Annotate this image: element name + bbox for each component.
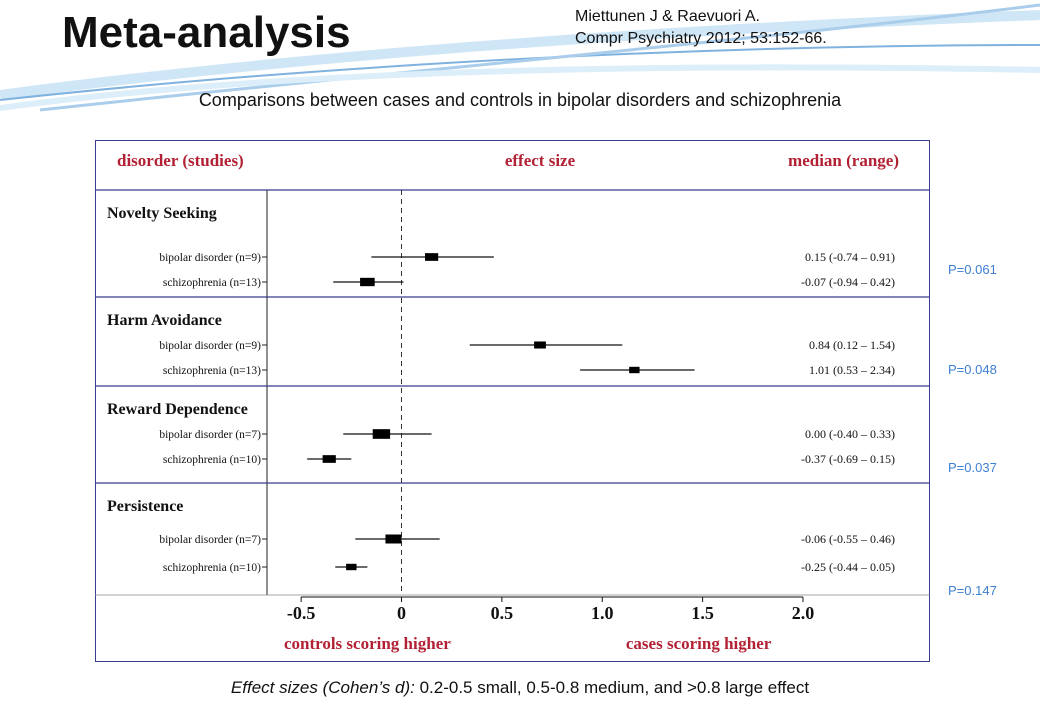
point-estimate: [385, 534, 402, 544]
effect-size-note-label: Effect sizes (Cohen’s d):: [230, 678, 415, 697]
effect-size-note: Effect sizes (Cohen’s d): 0.2-0.5 small,…: [0, 678, 1040, 698]
median-range-text: -0.07 (-0.94 – 0.42): [801, 275, 895, 289]
group-title-novelty-seeking: Novelty Seeking: [107, 205, 217, 222]
point-estimate: [534, 341, 546, 349]
point-estimate: [629, 366, 640, 374]
row-label: bipolar disorder (n=7): [159, 429, 261, 441]
forest-plot: disorder (studies) effect size median (ran…: [95, 140, 930, 662]
point-estimate: [360, 277, 375, 287]
x-tick-label: 0: [397, 603, 406, 623]
point-estimate: [372, 429, 391, 439]
median-range-text: -0.25 (-0.44 – 0.05): [801, 560, 895, 574]
header-disorder-studies: disorder (studies): [117, 151, 244, 170]
row-label: schizophrenia (n=10): [163, 562, 261, 574]
x-tick-label: 2.0: [792, 603, 815, 623]
x-label-controls-scoring-higher: controls scoring higher: [284, 634, 451, 653]
header-swoosh-decoration: [0, 3, 1040, 115]
median-range-text: -0.37 (-0.69 – 0.15): [801, 452, 895, 466]
median-range-text: 1.01 (0.53 – 2.34): [809, 363, 895, 377]
p-value-novelty-seeking: P=0.061: [948, 262, 997, 277]
chart-frame: [95, 140, 930, 662]
effect-size-note-text: 0.2-0.5 small, 0.5-0.8 medium, and >0.8 …: [414, 678, 810, 697]
row-label: schizophrenia (n=13): [163, 277, 261, 289]
x-tick-label: -0.5: [287, 603, 316, 623]
median-range-text: 0.84 (0.12 – 1.54): [809, 338, 895, 352]
citation-journal: Compr Psychiatry 2012; 53:152-66.: [575, 30, 827, 47]
x-tick-label: 0.5: [491, 603, 513, 623]
slide-subtitle: Comparisons between cases and controls i…: [198, 90, 842, 110]
row-label: bipolar disorder (n=9): [159, 252, 261, 264]
header-effect-size: effect size: [505, 151, 576, 170]
median-range-text: 0.00 (-0.40 – 0.33): [805, 427, 895, 441]
p-value-harm-avoidance: P=0.048: [948, 362, 997, 377]
header-median-range: median (range): [788, 151, 899, 170]
p-value-persistence: P=0.147: [948, 583, 997, 598]
x-tick-label: 1.0: [591, 603, 614, 623]
group-title-reward-dependence: Reward Dependence: [107, 401, 248, 418]
p-value-reward-dependence: P=0.037: [948, 460, 997, 475]
point-estimate: [322, 455, 336, 463]
point-estimate: [346, 563, 357, 571]
row-label: schizophrenia (n=10): [163, 454, 261, 466]
slide-title: Meta-analysis: [62, 8, 351, 57]
row-label: bipolar disorder (n=7): [159, 534, 261, 546]
x-label-cases-scoring-higher: cases scoring higher: [626, 634, 772, 653]
point-estimate: [425, 253, 439, 261]
median-range-text: -0.06 (-0.55 – 0.46): [801, 532, 895, 546]
row-label: schizophrenia (n=13): [163, 365, 261, 377]
citation-authors: Miettunen J & Raevuori A.: [575, 8, 760, 25]
group-title-harm-avoidance: Harm Avoidance: [107, 312, 222, 329]
x-tick-label: 1.5: [691, 603, 714, 623]
citation: Miettunen J & Raevuori A. Compr Psychiat…: [575, 6, 827, 50]
row-label: bipolar disorder (n=9): [159, 340, 261, 352]
group-title-persistence: Persistence: [107, 498, 183, 515]
median-range-text: 0.15 (-0.74 – 0.91): [805, 250, 895, 264]
